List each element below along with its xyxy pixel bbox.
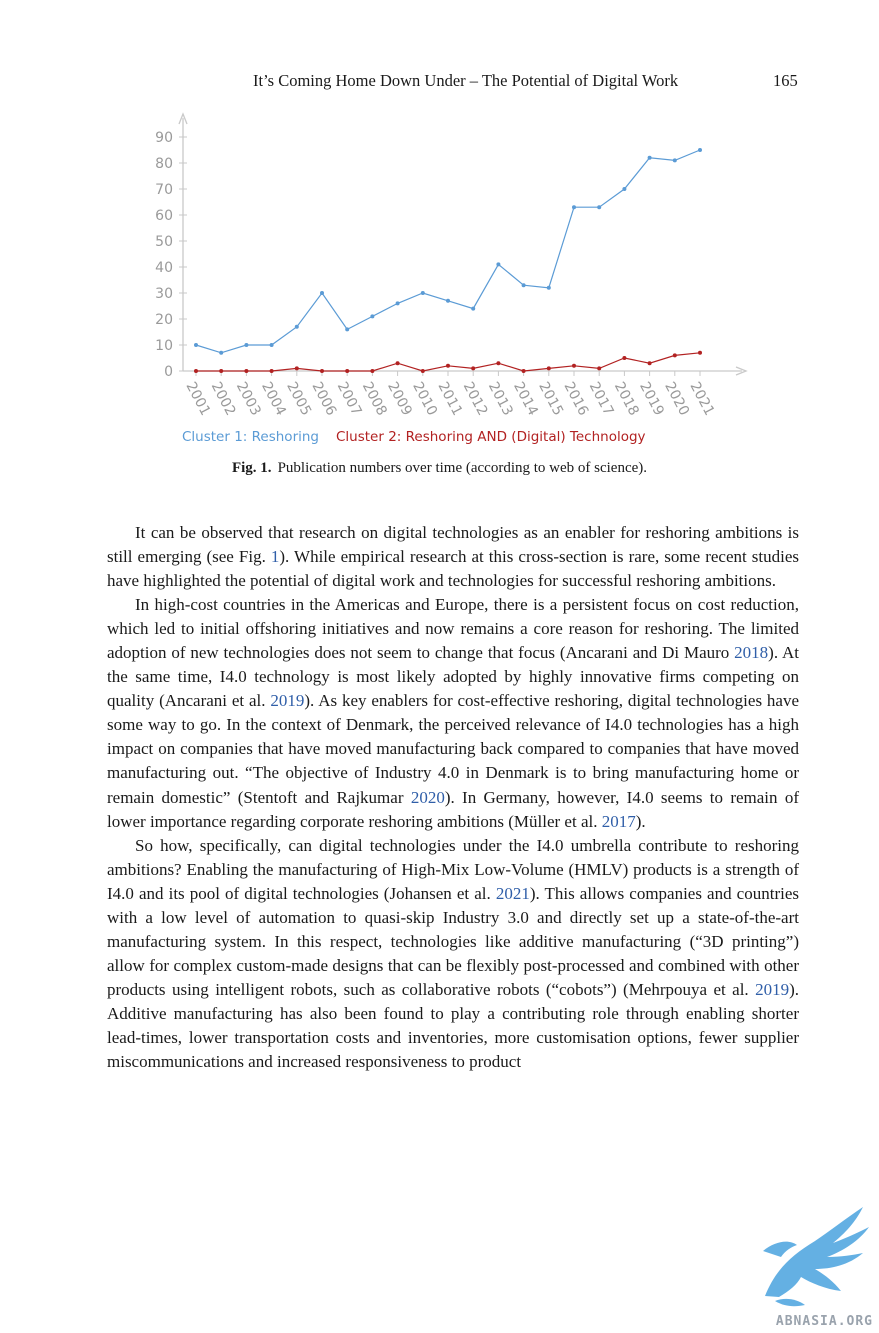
series-2-point <box>496 361 501 366</box>
paragraph-1: It can be observed that research on digi… <box>107 523 799 591</box>
series-1-point <box>647 155 652 160</box>
series-1-point <box>672 158 677 163</box>
page-number: 165 <box>773 71 798 90</box>
x-tick-label: 2005 <box>283 379 314 418</box>
y-tick-label: 20 <box>155 312 173 328</box>
series-2-point <box>194 369 198 373</box>
citation-link[interactable]: 2020 <box>410 787 445 807</box>
series-1-point <box>471 306 476 311</box>
series-2-point <box>294 366 299 371</box>
griffin-logo <box>763 1207 869 1307</box>
series-1-point <box>546 285 551 290</box>
series-2-point <box>446 363 450 368</box>
series-2-point <box>622 356 627 360</box>
series-1-point <box>521 283 526 288</box>
series-1-point <box>496 262 501 267</box>
publication-line-chart: 0102030405060708090200120022003200420052… <box>155 112 748 445</box>
y-tick-label: 50 <box>155 234 173 250</box>
figure-caption: Fig. 1. Publication numbers over time (ac… <box>0 460 879 477</box>
y-tick-label: 60 <box>155 208 173 224</box>
figure-label: Fig. 1. <box>231 460 272 476</box>
series-1-point <box>622 187 627 191</box>
y-tick-label: 30 <box>155 286 173 302</box>
series-2-point <box>420 369 425 373</box>
series-line-2 <box>196 352 701 372</box>
body-text: It can be observed that research on digi… <box>107 521 799 1074</box>
x-axis-arrow <box>735 366 748 376</box>
citation-link[interactable]: 2021 <box>495 883 530 903</box>
y-tick-label: 90 <box>155 130 173 146</box>
figure-caption-text: Publication numbers over time (according… <box>277 460 648 476</box>
x-tick-label: 2020 <box>661 379 692 418</box>
series-1-point <box>244 343 249 347</box>
series-1-point <box>194 343 198 347</box>
series-1-point <box>294 324 299 329</box>
series-1-point <box>370 314 375 319</box>
y-tick-label: 40 <box>155 260 173 276</box>
series-2-point <box>345 369 350 373</box>
watermark-text: ABNASIA.ORG <box>775 1314 873 1329</box>
series-2-point <box>546 366 551 371</box>
series-1-point <box>572 205 576 210</box>
series-2-point <box>698 350 702 355</box>
series-line-1 <box>195 149 701 354</box>
x-tick-label: 2021 <box>686 379 717 418</box>
series-1-point <box>345 327 350 332</box>
y-tick-label: 80 <box>155 156 173 172</box>
series-2-point <box>597 366 602 371</box>
series-2-point <box>370 369 375 373</box>
y-axis-arrow <box>178 112 188 125</box>
x-tick-label: 2010 <box>409 379 440 418</box>
legend-entry-1: Cluster 1: Reshoring <box>182 429 319 445</box>
series-1-point <box>219 350 224 355</box>
citation-link[interactable]: 2018 <box>734 643 769 663</box>
legend-entry-2: Cluster 2: Reshoring AND (Digital) Techn… <box>336 429 646 445</box>
series-1-point <box>320 291 324 295</box>
series-2-point <box>395 361 400 366</box>
series-2-point <box>269 369 274 373</box>
citation-link[interactable]: 2017 <box>601 811 636 831</box>
citation-link[interactable]: 2019 <box>270 691 305 711</box>
y-tick-label: 0 <box>164 364 173 380</box>
y-tick-label: 70 <box>155 182 173 198</box>
series-2-point <box>471 366 476 371</box>
series-1-point <box>446 298 450 303</box>
series-2-point <box>647 361 652 366</box>
series-1-point <box>420 291 425 295</box>
series-1-point <box>597 205 602 210</box>
series-2-point <box>219 369 224 373</box>
series-2-point <box>572 363 576 368</box>
x-tick-label: 2015 <box>535 379 566 418</box>
series-2-point <box>244 369 249 373</box>
figure-reference-link[interactable]: 1 <box>270 547 280 567</box>
series-1-point <box>269 343 274 347</box>
series-1-point <box>698 148 702 152</box>
citation-link[interactable]: 2019 <box>755 979 790 999</box>
series-1-point <box>395 301 400 306</box>
series-2-point <box>672 353 677 358</box>
series-2-point <box>521 369 526 373</box>
paragraph-3: So how, specifically, can digital techno… <box>107 835 799 1072</box>
paragraph-2: In high-cost countries in the Americas a… <box>107 595 799 831</box>
y-tick-label: 10 <box>155 338 173 354</box>
running-head-title: It’s Coming Home Down Under – The Potent… <box>253 71 679 90</box>
series-2-point <box>320 369 324 373</box>
